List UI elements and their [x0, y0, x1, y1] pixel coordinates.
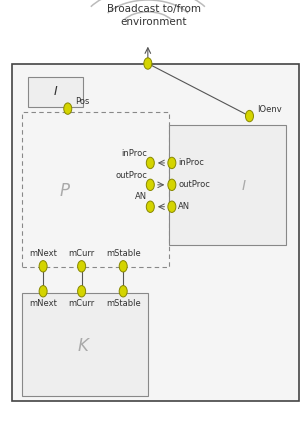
Bar	[28, 77, 83, 107]
Text: I: I	[241, 179, 245, 193]
Circle shape	[64, 103, 72, 114]
Text: mStable: mStable	[106, 249, 140, 258]
Text: mNext: mNext	[29, 249, 57, 258]
Circle shape	[168, 201, 176, 212]
Text: mStable: mStable	[106, 299, 140, 308]
Circle shape	[39, 286, 47, 297]
Circle shape	[144, 58, 152, 69]
Circle shape	[146, 201, 154, 212]
Text: IOenv: IOenv	[257, 105, 282, 114]
Circle shape	[39, 261, 47, 272]
Text: AN: AN	[135, 192, 147, 201]
Text: mCurr: mCurr	[68, 299, 95, 308]
Text: inProc: inProc	[121, 148, 147, 158]
Circle shape	[146, 157, 154, 169]
Circle shape	[119, 261, 127, 272]
Text: mNext: mNext	[29, 299, 57, 308]
Bar	[12, 64, 299, 401]
Bar	[169, 125, 286, 245]
Circle shape	[119, 286, 127, 297]
Circle shape	[168, 157, 176, 169]
Text: outProc: outProc	[178, 180, 210, 189]
Text: inProc: inProc	[178, 159, 204, 167]
Circle shape	[245, 110, 253, 122]
Text: Broadcast to/from
environment: Broadcast to/from environment	[107, 4, 201, 27]
Text: P: P	[60, 181, 70, 200]
Text: outProc: outProc	[116, 170, 147, 180]
Bar	[22, 112, 169, 267]
Text: K: K	[78, 337, 89, 355]
Circle shape	[146, 179, 154, 191]
Bar	[22, 293, 148, 396]
Circle shape	[78, 261, 86, 272]
Circle shape	[168, 179, 176, 191]
Text: AN: AN	[178, 202, 190, 211]
Text: I: I	[54, 85, 57, 99]
Text: mCurr: mCurr	[68, 249, 95, 258]
Text: Pos: Pos	[75, 97, 90, 106]
Circle shape	[78, 286, 86, 297]
